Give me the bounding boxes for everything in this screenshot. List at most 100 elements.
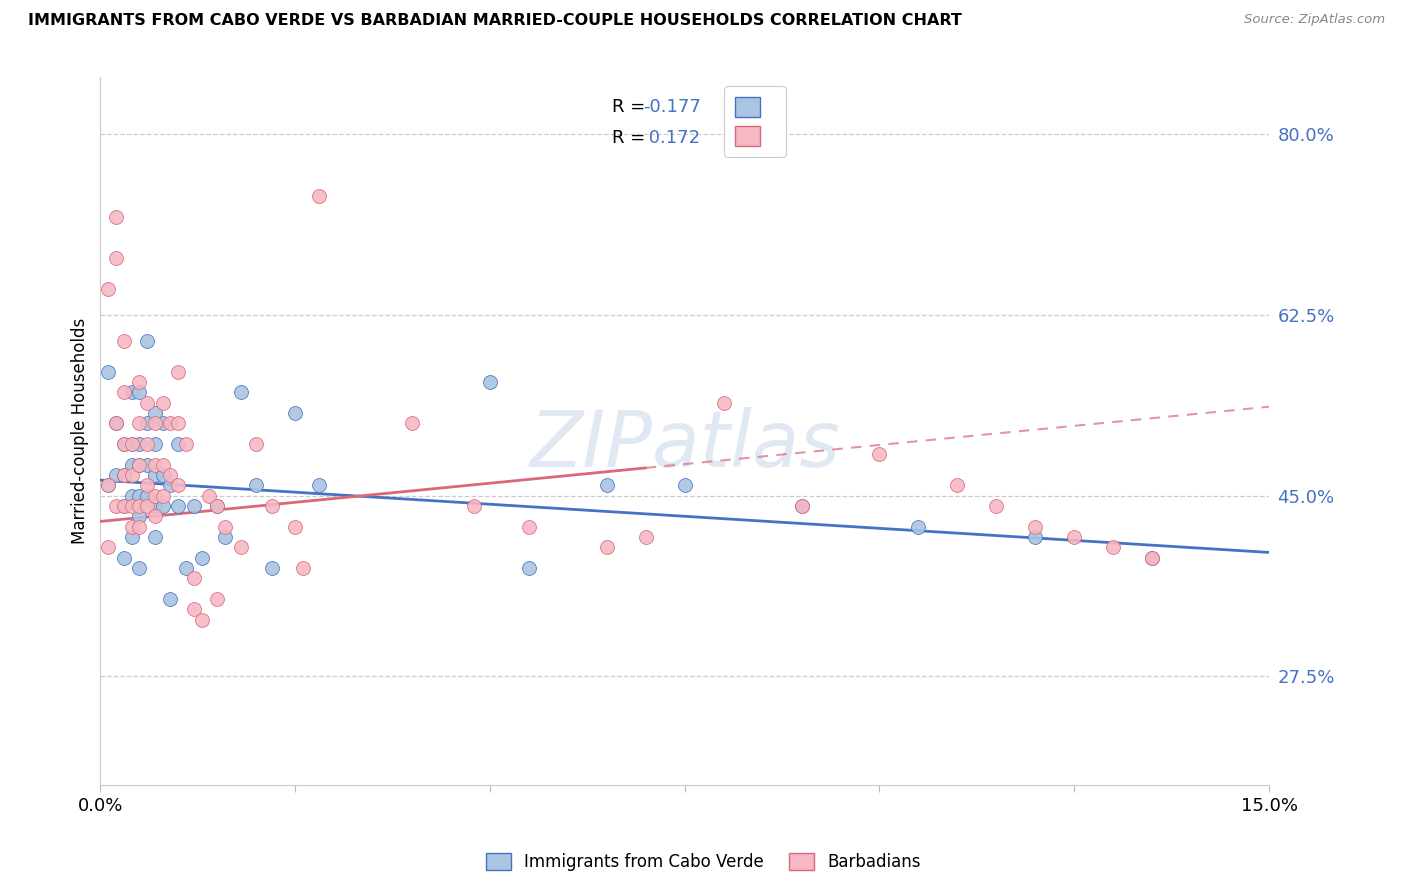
Point (128, 561, 150, 575)
Point (790, 499, 813, 513)
Point (143, 458, 166, 472)
Text: R =: R = (612, 128, 651, 146)
Point (284, 519, 307, 533)
Point (869, 447, 891, 461)
Point (143, 489, 166, 503)
Point (97, 478, 120, 492)
Text: ZIPatlas: ZIPatlas (529, 408, 841, 483)
Point (121, 489, 143, 503)
Point (946, 478, 969, 492)
Point (152, 467, 174, 482)
Point (152, 417, 174, 431)
Point (121, 467, 143, 482)
Point (121, 458, 143, 472)
Point (128, 499, 150, 513)
Point (112, 467, 135, 482)
Point (401, 417, 423, 431)
Point (1102, 541, 1125, 555)
Point (121, 530, 143, 544)
Point (128, 519, 150, 533)
Point (128, 385, 150, 400)
Point (152, 489, 174, 503)
Legend: , : , (724, 87, 786, 157)
Point (205, 591, 228, 606)
Text: IMMIGRANTS FROM CABO VERDE VS BARBADIAN MARRIED-COUPLE HOUSEHOLDS CORRELATION CH: IMMIGRANTS FROM CABO VERDE VS BARBADIAN … (28, 13, 962, 29)
Point (986, 499, 1008, 513)
Point (112, 467, 135, 482)
Point (152, 458, 174, 472)
Point (790, 499, 813, 513)
Point (159, 467, 181, 482)
Text: N =: N = (716, 128, 766, 146)
Point (190, 613, 212, 627)
Legend: Immigrants from Cabo Verde, Barbadians: Immigrants from Cabo Verde, Barbadians (477, 845, 929, 880)
Point (159, 417, 181, 431)
Text: Source: ZipAtlas.com: Source: ZipAtlas.com (1244, 13, 1385, 27)
Point (97, 282, 120, 296)
Point (152, 395, 174, 409)
Point (97, 365, 120, 379)
Point (174, 561, 197, 575)
Point (205, 499, 228, 513)
Text: 65: 65 (758, 128, 782, 146)
Point (517, 519, 540, 533)
Point (136, 478, 159, 492)
Point (245, 478, 267, 492)
Point (143, 437, 166, 451)
Point (159, 591, 181, 606)
Point (143, 499, 166, 513)
Point (229, 541, 252, 555)
Point (112, 334, 135, 348)
Point (121, 385, 143, 400)
Point (284, 406, 307, 420)
Point (183, 571, 205, 585)
Point (634, 530, 657, 544)
Point (198, 489, 221, 503)
Point (478, 375, 501, 389)
Point (214, 519, 236, 533)
Point (121, 519, 143, 533)
Point (190, 550, 212, 565)
Point (673, 478, 696, 492)
Point (104, 251, 127, 265)
Text: 53: 53 (758, 98, 782, 116)
Point (136, 489, 159, 503)
Point (112, 385, 135, 400)
Point (136, 417, 159, 431)
Point (291, 561, 314, 575)
Point (1140, 550, 1163, 565)
Point (128, 458, 150, 472)
Point (136, 334, 159, 348)
Point (128, 437, 150, 451)
Point (104, 210, 127, 224)
Point (260, 499, 283, 513)
Point (97, 541, 120, 555)
Point (136, 499, 159, 513)
Point (136, 458, 159, 472)
Point (143, 406, 166, 420)
Point (136, 437, 159, 451)
Point (1063, 530, 1085, 544)
Point (143, 417, 166, 431)
Point (517, 561, 540, 575)
Point (183, 499, 205, 513)
Point (713, 395, 735, 409)
Point (463, 499, 485, 513)
Point (128, 375, 150, 389)
Point (907, 519, 929, 533)
Point (183, 602, 205, 616)
Point (112, 499, 135, 513)
Point (167, 478, 190, 492)
Text: -0.177: -0.177 (643, 98, 700, 116)
Point (128, 509, 150, 524)
Point (167, 437, 190, 451)
Text: R =: R = (612, 98, 651, 116)
Point (1140, 550, 1163, 565)
Point (136, 395, 159, 409)
Point (596, 478, 619, 492)
Point (245, 437, 267, 451)
Point (128, 417, 150, 431)
Point (121, 437, 143, 451)
Point (112, 499, 135, 513)
Point (167, 365, 190, 379)
